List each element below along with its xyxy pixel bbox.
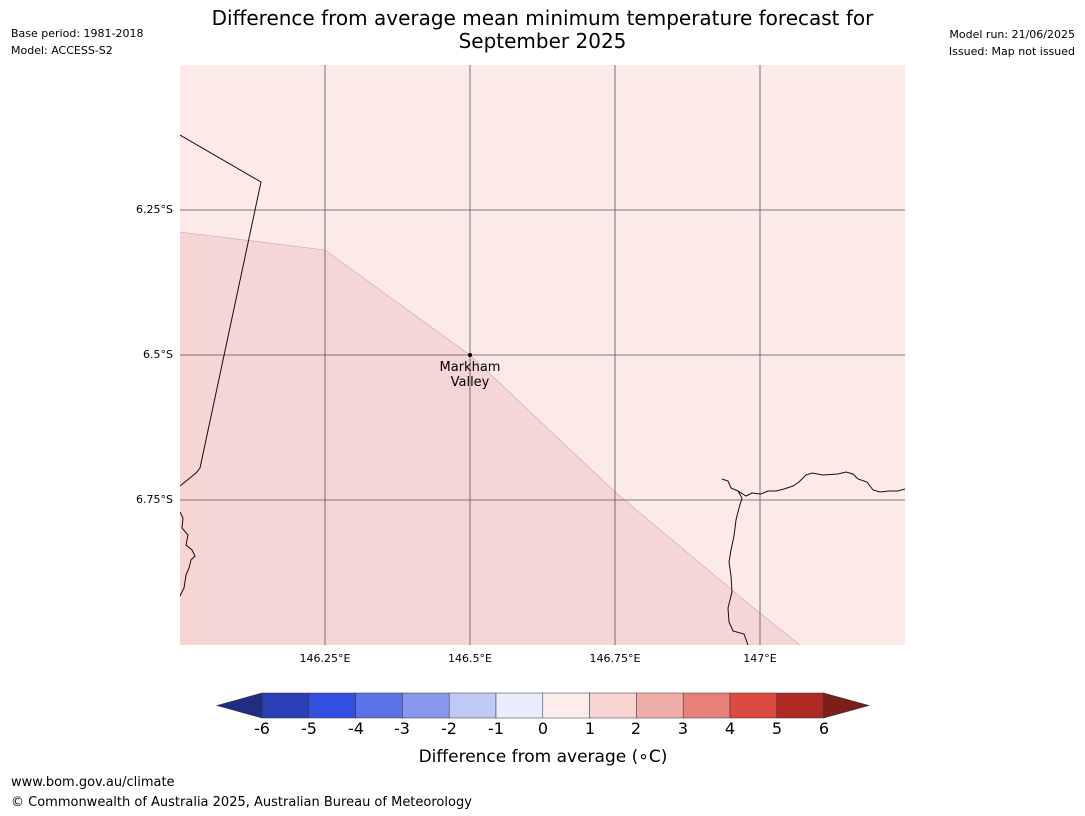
colorbar-tick-label: -3: [394, 719, 410, 738]
coastline-west: [180, 511, 196, 597]
header-meta-left: Base period: 1981-2018 Model: ACCESS-S2: [11, 25, 143, 59]
border-line: [180, 134, 262, 487]
map-title: Difference from average mean minimum tem…: [180, 7, 905, 53]
colorbar-tick-label: 2: [630, 719, 642, 738]
colorbar-segment: [729, 692, 778, 719]
colorbar-tick-label: 6: [818, 719, 830, 738]
issued-text: Issued: Map not issued: [948, 45, 1075, 58]
colorbar-segment: [355, 692, 403, 719]
place-marker: [468, 353, 472, 357]
anomaly-region-1-to-2: [180, 232, 800, 645]
lon-tick-label: 147°E: [743, 652, 777, 665]
lat-tick-label: 6.25°S: [136, 203, 173, 216]
footer-url-link[interactable]: www.bom.gov.au/climate: [11, 775, 175, 790]
place-label-line: Markham: [439, 360, 501, 375]
colorbar-tick-label: -6: [254, 719, 270, 738]
colorbar-tick-label: -5: [301, 719, 317, 738]
model-run-text: Model run: 21/06/2025: [949, 28, 1075, 41]
lat-tick-label: 6.5°S: [143, 348, 173, 361]
base-period-text: Base period: 1981-2018: [11, 27, 144, 40]
colorbar-segment: [261, 692, 310, 719]
colorbar-segment: [402, 692, 450, 719]
graticule: [180, 65, 905, 645]
colorbar-extend-high: [823, 692, 871, 719]
colorbar-segment: [682, 692, 731, 719]
header-meta-right: Model run: 21/06/2025 Issued: Map not is…: [949, 26, 1075, 60]
title-line-1: Difference from average mean minimum tem…: [211, 6, 874, 30]
lat-tick-label: 6.75°S: [136, 493, 173, 506]
colorbar-segment: [776, 692, 824, 719]
lon-tick-label: 146.75°E: [589, 652, 641, 665]
colorbar-segment: [542, 692, 590, 719]
colorbar-tick-label: 4: [724, 719, 736, 738]
colorbar-segment: [448, 692, 497, 719]
colorbar-tick-label: 5: [771, 719, 783, 738]
boundary-lines: [180, 134, 905, 645]
lon-tick-label: 146.5°E: [448, 652, 492, 665]
colorbar-segment: [308, 692, 356, 719]
colorbar-segment: [636, 692, 684, 719]
colorbar-tick-label: 0: [537, 719, 549, 738]
colorbar-tick-label: -2: [441, 719, 457, 738]
colorbar-tick-label: 3: [677, 719, 689, 738]
colorbar-segment: [495, 692, 544, 719]
title-line-2: September 2025: [458, 29, 627, 53]
place-label-markham-valley: Markham Valley: [440, 360, 501, 390]
lon-tick-label: 146.25°E: [299, 652, 351, 665]
colorbar-tick-label: -1: [488, 719, 504, 738]
colorbar-label: Difference from average (∘C): [418, 747, 668, 767]
model-text: Model: ACCESS-S2: [11, 44, 113, 57]
colorbar-extend-low: [215, 692, 263, 719]
river-branch-line: [727, 490, 749, 645]
river-line: [721, 471, 905, 497]
footer-copyright: © Commonwealth of Australia 2025, Austra…: [11, 795, 472, 810]
colorbar-tick-label: -4: [348, 719, 364, 738]
colorbar-segment: [589, 692, 637, 719]
colorbar-tick-label: 1: [584, 719, 596, 738]
place-label-line: Valley: [450, 375, 490, 390]
